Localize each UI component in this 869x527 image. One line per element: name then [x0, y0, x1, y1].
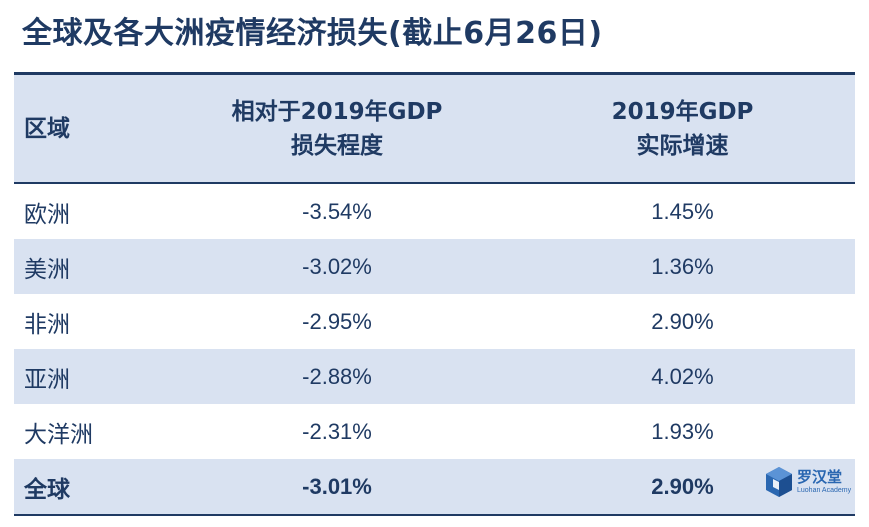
growth-cell: 1.45%	[651, 198, 714, 224]
growth-cell: 1.93%	[651, 418, 714, 444]
gdp-loss-table: 区域 相对于2019年GDP 损失程度 2019年GDP 实际增速 欧洲 -3.…	[14, 72, 855, 516]
page-title: 全球及各大洲疫情经济损失(截止6月26日)	[22, 16, 603, 51]
loss-cell: -3.02%	[302, 253, 372, 279]
logo-name: 罗汉堂	[797, 468, 843, 486]
table-row: 亚洲 -2.88% 4.02%	[14, 349, 855, 404]
loss-cell: -2.95%	[302, 308, 372, 334]
region-cell: 大洋洲	[24, 421, 93, 448]
luohan-logo: 罗汉堂 Luohan Academy	[765, 466, 851, 498]
total-loss-cell: -3.01%	[164, 459, 510, 516]
header-growth-line2: 实际增速	[636, 132, 729, 159]
logo-subtitle: Luohan Academy	[797, 487, 852, 494]
total-growth-cell: 2.90%	[510, 459, 855, 516]
table-row: 美洲 -3.02% 1.36%	[14, 239, 855, 294]
loss-cell: -3.54%	[302, 198, 372, 224]
header-loss-line2: 损失程度	[291, 132, 383, 159]
table-row: 非洲 -2.95% 2.90%	[14, 294, 855, 349]
region-cell: 美洲	[24, 256, 70, 283]
loss-cell: -2.31%	[302, 418, 372, 444]
luohan-cube-icon	[766, 467, 792, 497]
header-loss-line1: 相对于2019年GDP	[231, 98, 443, 125]
table-row: 欧洲 -3.54% 1.45%	[14, 183, 855, 239]
region-cell: 欧洲	[24, 201, 70, 228]
loss-cell: -2.88%	[302, 363, 372, 389]
table-total-row: 全球 -3.01% 2.90%	[14, 459, 855, 516]
header-growth: 2019年GDP 实际增速	[510, 72, 855, 184]
total-region-cell: 全球	[14, 459, 164, 516]
header-region: 区域	[14, 72, 164, 184]
growth-cell: 4.02%	[651, 363, 714, 389]
table-row: 大洋洲 -2.31% 1.93%	[14, 404, 855, 459]
growth-cell: 1.36%	[651, 253, 714, 279]
region-cell: 非洲	[24, 311, 70, 338]
region-cell: 亚洲	[24, 366, 70, 393]
growth-cell: 2.90%	[651, 308, 714, 334]
table-header-row: 区域 相对于2019年GDP 损失程度 2019年GDP 实际增速	[14, 72, 855, 184]
header-loss: 相对于2019年GDP 损失程度	[164, 72, 510, 184]
header-growth-line1: 2019年GDP	[611, 98, 754, 125]
